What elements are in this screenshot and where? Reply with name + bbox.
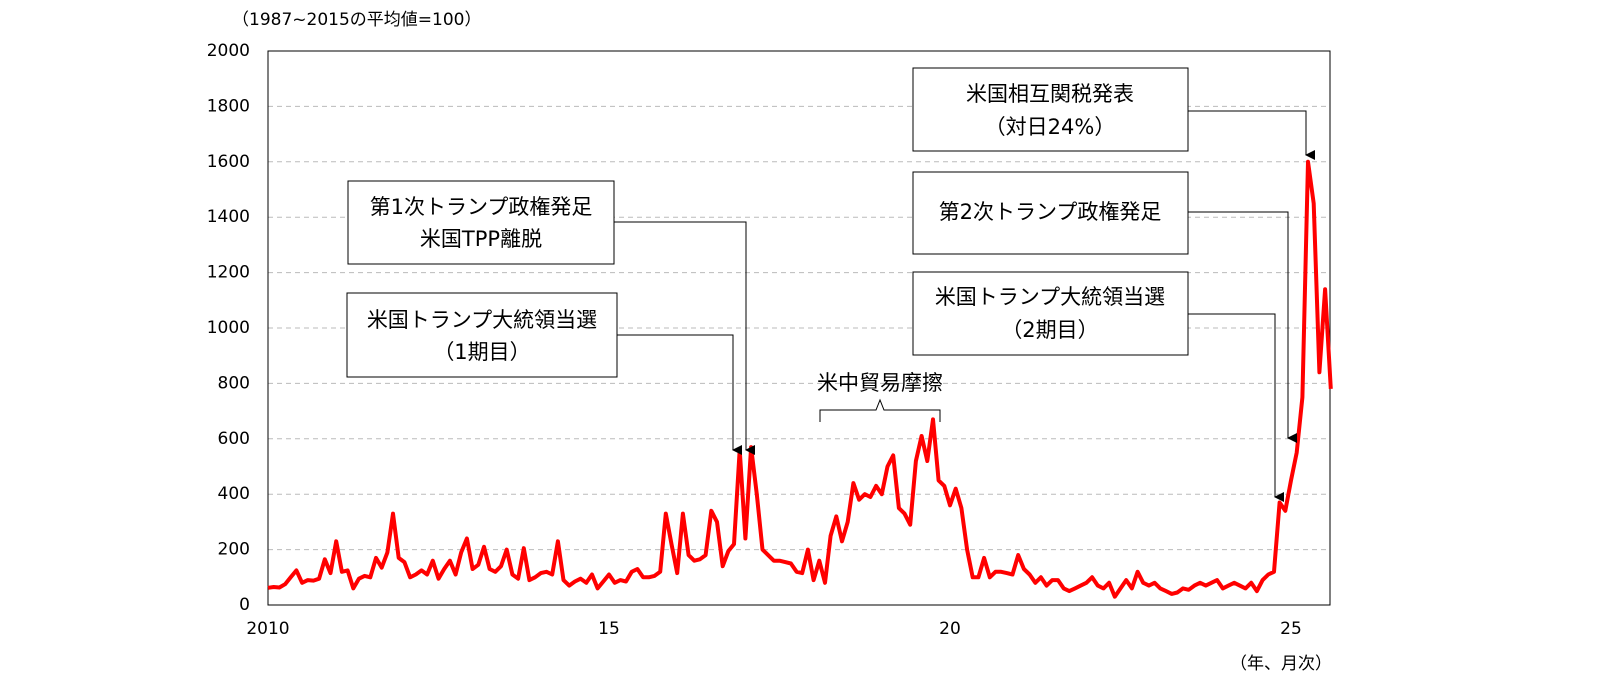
y-tick-label: 1000 [207,318,250,338]
annotation: 米中貿易摩擦 [817,371,943,395]
y-tick-label: 1200 [207,263,250,283]
annotations: 第1次トランプ政権発足 米国TPP離脱 米国トランプ大統領当選 （1期目） 米中… [346,67,1315,502]
x-tick-label: 25 [1280,619,1302,639]
y-tick-label: 400 [218,484,250,504]
x-tick-label: 2010 [246,619,289,639]
connector [1188,211,1297,443]
annotation-box [912,67,1189,152]
annotation-box [347,180,615,265]
annotation: 米国TPP離脱 [420,227,542,251]
annotation: 第1次トランプ政権発足 [370,195,593,219]
connector [1188,110,1315,160]
y-tick-label: 800 [218,373,250,393]
x-unit: （年、月次） [1230,654,1332,674]
connector [614,221,755,455]
y-tick-label: 0 [239,595,250,615]
annotation-box [346,292,618,378]
connector [617,334,742,455]
y-tick-label: 1800 [207,96,250,116]
y-tick-label: 1400 [207,207,250,227]
line [267,159,1333,599]
y-tick-label: 2000 [207,41,250,61]
plot-frame [267,50,1331,606]
annotation-box [912,271,1189,356]
note: （1987~2015の平均値=100） [232,10,481,30]
connector [1188,313,1284,502]
annotation: （対日24%） [985,115,1116,139]
y-tick-label: 600 [218,429,250,449]
annotation: （1期目） [433,340,530,364]
y-tick-label: 200 [218,540,250,560]
annotation: （2期目） [1001,318,1098,342]
annotation: 第2次トランプ政権発足 [939,200,1162,224]
brace [819,398,941,422]
annotation: 米国トランプ大統領当選 [935,285,1165,309]
annotation: 米国トランプ大統領当選 [367,308,597,332]
y-tick-label: 1600 [207,152,250,172]
x-tick-label: 15 [598,619,620,639]
annotation: 米国相互関税発表 [966,82,1134,106]
annotation-box [912,171,1189,255]
x-tick-label: 20 [939,619,961,639]
